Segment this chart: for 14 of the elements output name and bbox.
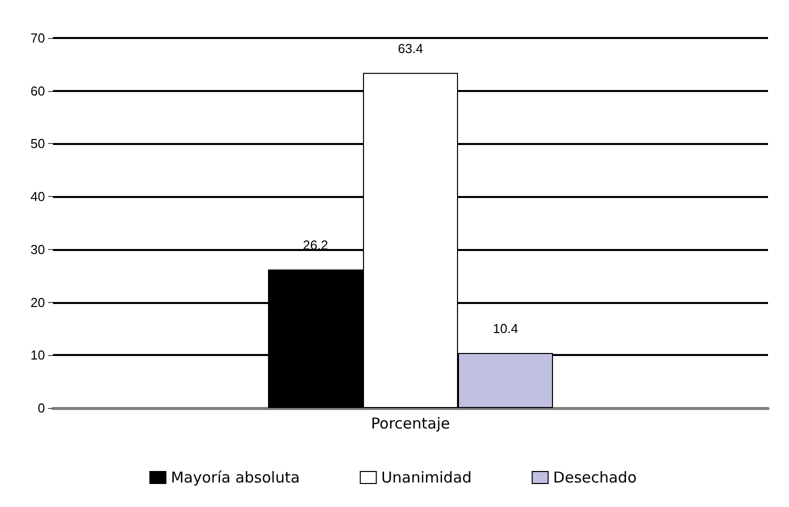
y-tick-label: 0 bbox=[38, 400, 45, 416]
legend-label: Mayoría absoluta bbox=[170, 468, 300, 486]
y-tick-label: 70 bbox=[30, 30, 45, 46]
y-tick-label: 40 bbox=[30, 189, 45, 204]
x-tick-label: Porcentaje bbox=[371, 414, 450, 432]
legend-label: Desechado bbox=[553, 468, 637, 486]
legend-label: Unanimidad bbox=[381, 468, 472, 486]
y-tick-label: 50 bbox=[30, 136, 45, 152]
y-tick-label: 10 bbox=[30, 348, 45, 363]
y-tick-label: 60 bbox=[30, 83, 45, 98]
y-tick-label: 20 bbox=[30, 294, 45, 310]
data-label: 63.4 bbox=[398, 40, 424, 56]
data-label: 10.4 bbox=[492, 321, 518, 336]
y-tick-label: 30 bbox=[30, 242, 45, 257]
